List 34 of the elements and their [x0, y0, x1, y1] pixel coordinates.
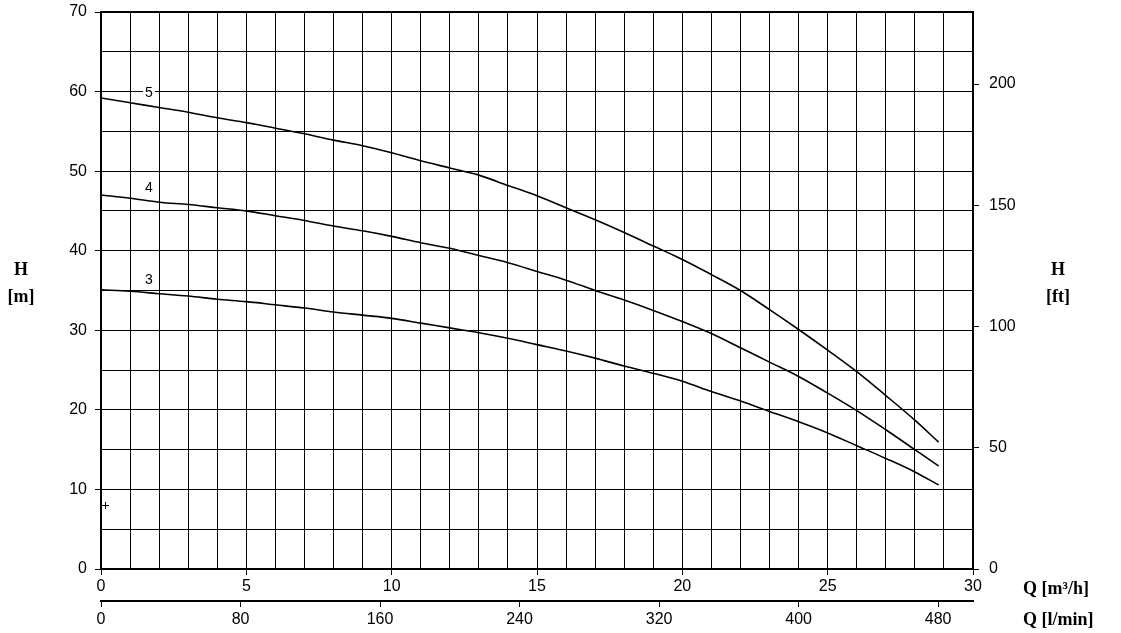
- x2-axis-title: Q [l/min]: [1023, 608, 1094, 631]
- x2-tick-label: 320: [645, 610, 673, 628]
- x2-tick-label: 160: [366, 610, 394, 628]
- y-tick-label: 70: [69, 2, 88, 20]
- series-label: 4: [145, 178, 154, 195]
- x-tick-label: 20: [673, 577, 692, 595]
- x2-tick-label: 0: [96, 610, 106, 628]
- x2-tick-label: 240: [506, 610, 534, 628]
- y2-tick-label: 100: [989, 316, 1016, 334]
- y2-axis-title: H [ft]: [1045, 258, 1071, 308]
- y2-tick-label: 150: [989, 195, 1016, 213]
- x2-tick-label: 80: [231, 610, 250, 628]
- y-tick-label: 20: [69, 400, 88, 418]
- x2-tick-label: 480: [924, 610, 952, 628]
- x-tick-label: 25: [818, 577, 837, 595]
- x-tick-label: 10: [382, 577, 401, 595]
- x-tick-label: 30: [964, 577, 982, 595]
- y-tick-label: 30: [69, 320, 88, 338]
- x-tick-label: 5: [241, 577, 251, 595]
- x-tick-label: 0: [96, 577, 106, 595]
- y2-tick-label: 0: [989, 559, 998, 577]
- y-tick-label: 60: [69, 81, 88, 99]
- x-tick-label: 15: [528, 577, 546, 595]
- y-axis-title: H [m]: [6, 258, 36, 308]
- y-tick-label: 50: [69, 161, 88, 179]
- y-tick-label: 0: [78, 559, 88, 577]
- series-label: 5: [145, 83, 154, 100]
- y2-tick-label: 200: [989, 74, 1016, 92]
- x2-tick-label: 400: [785, 610, 813, 628]
- x-axis-title: Q [m³/h]: [1023, 577, 1089, 600]
- series-label: 3: [145, 270, 154, 287]
- y2-tick-label: 50: [989, 438, 1007, 456]
- y-tick-label: 40: [69, 241, 88, 259]
- y-tick-label: 10: [69, 479, 88, 497]
